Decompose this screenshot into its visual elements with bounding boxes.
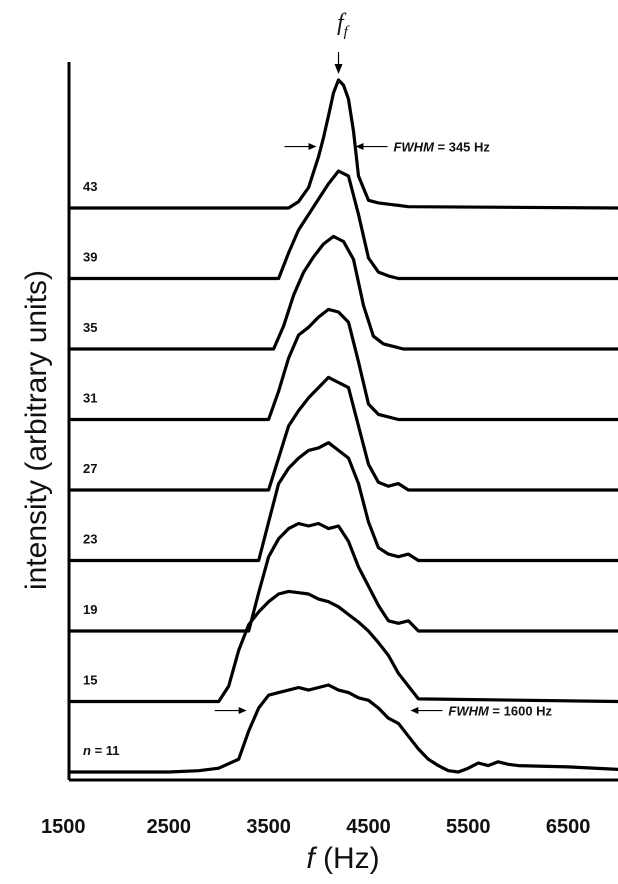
fwhm-label: FWHM = 345 Hz	[393, 140, 490, 155]
x-axis-symbol: f	[306, 842, 317, 875]
spectrum-label-value: 39	[83, 250, 97, 265]
x-axis-label: f (Hz)	[306, 842, 379, 875]
spectrum-label: 23	[83, 532, 97, 547]
x-tick-label: 4500	[346, 816, 391, 838]
fwhm-symbol: FWHM	[448, 704, 490, 719]
spectrum-label: 19	[83, 602, 97, 617]
peak-label-sub: f	[344, 24, 350, 40]
spectrum-label-value: = 11	[91, 743, 120, 758]
x-tick-labels: 1500 2500 3500 4500 5500 6500	[41, 816, 590, 838]
spectrum-label-value: 23	[83, 532, 97, 547]
fwhm-label: FWHM = 1600 Hz	[448, 704, 552, 719]
spectrum-label: 39	[83, 250, 97, 265]
x-axis-unit: (Hz)	[315, 842, 380, 875]
x-tick-label: 2500	[147, 816, 192, 838]
peak-arrowhead	[334, 64, 343, 74]
fwhm-symbol: FWHM	[393, 140, 435, 155]
spectrum-trace	[67, 683, 618, 774]
spectrum-label-value: 27	[83, 461, 97, 476]
spectrum-trace	[67, 234, 618, 351]
spectrum-label-value: 19	[83, 602, 97, 617]
spectrum-label-symbol: n	[83, 743, 91, 758]
spectrum-label: n = 11	[83, 743, 120, 758]
spectrum-label: 27	[83, 461, 97, 476]
peak-frequency-label: ff	[337, 10, 350, 40]
spectra-traces	[67, 78, 618, 774]
spectrum-labels: n = 11 15 19 23 27 31 35 39 43	[83, 179, 120, 758]
spectrum-trace	[67, 78, 618, 210]
fwhm-right-arrowhead	[355, 143, 364, 151]
fwhm-left-arrowhead	[308, 143, 317, 151]
peak-label-base: f	[337, 10, 347, 36]
spectrum-label-value: 43	[83, 179, 97, 194]
fwhm-right-arrowhead	[410, 707, 419, 715]
spectrum-trace	[67, 307, 618, 422]
x-tick-label: 5500	[446, 816, 491, 838]
spectrum-trace	[67, 441, 618, 563]
spectrum-trace	[67, 169, 618, 281]
fwhm-left-arrowhead	[238, 707, 247, 715]
spectrum-label-value: 15	[83, 673, 97, 688]
spectrum-label: 15	[83, 673, 97, 688]
fwhm-value: = 1600 Hz	[489, 704, 553, 719]
x-tick-label: 1500	[41, 816, 86, 838]
spectrum-trace	[67, 589, 618, 704]
spectrum-trace	[67, 521, 618, 633]
spectrum-label: 31	[83, 391, 97, 406]
spectrum-label-value: 31	[83, 391, 97, 406]
y-axis-label: intensity (arbitrary units)	[20, 270, 53, 590]
fwhm-value: = 345 Hz	[434, 140, 491, 155]
spectrum-label-value: 35	[83, 320, 97, 335]
x-tick-label: 6500	[546, 816, 591, 838]
spectrum-trace	[67, 375, 618, 492]
spectrum-label: 35	[83, 320, 97, 335]
x-tick-label: 3500	[246, 816, 291, 838]
spectrum-label: 43	[83, 179, 97, 194]
